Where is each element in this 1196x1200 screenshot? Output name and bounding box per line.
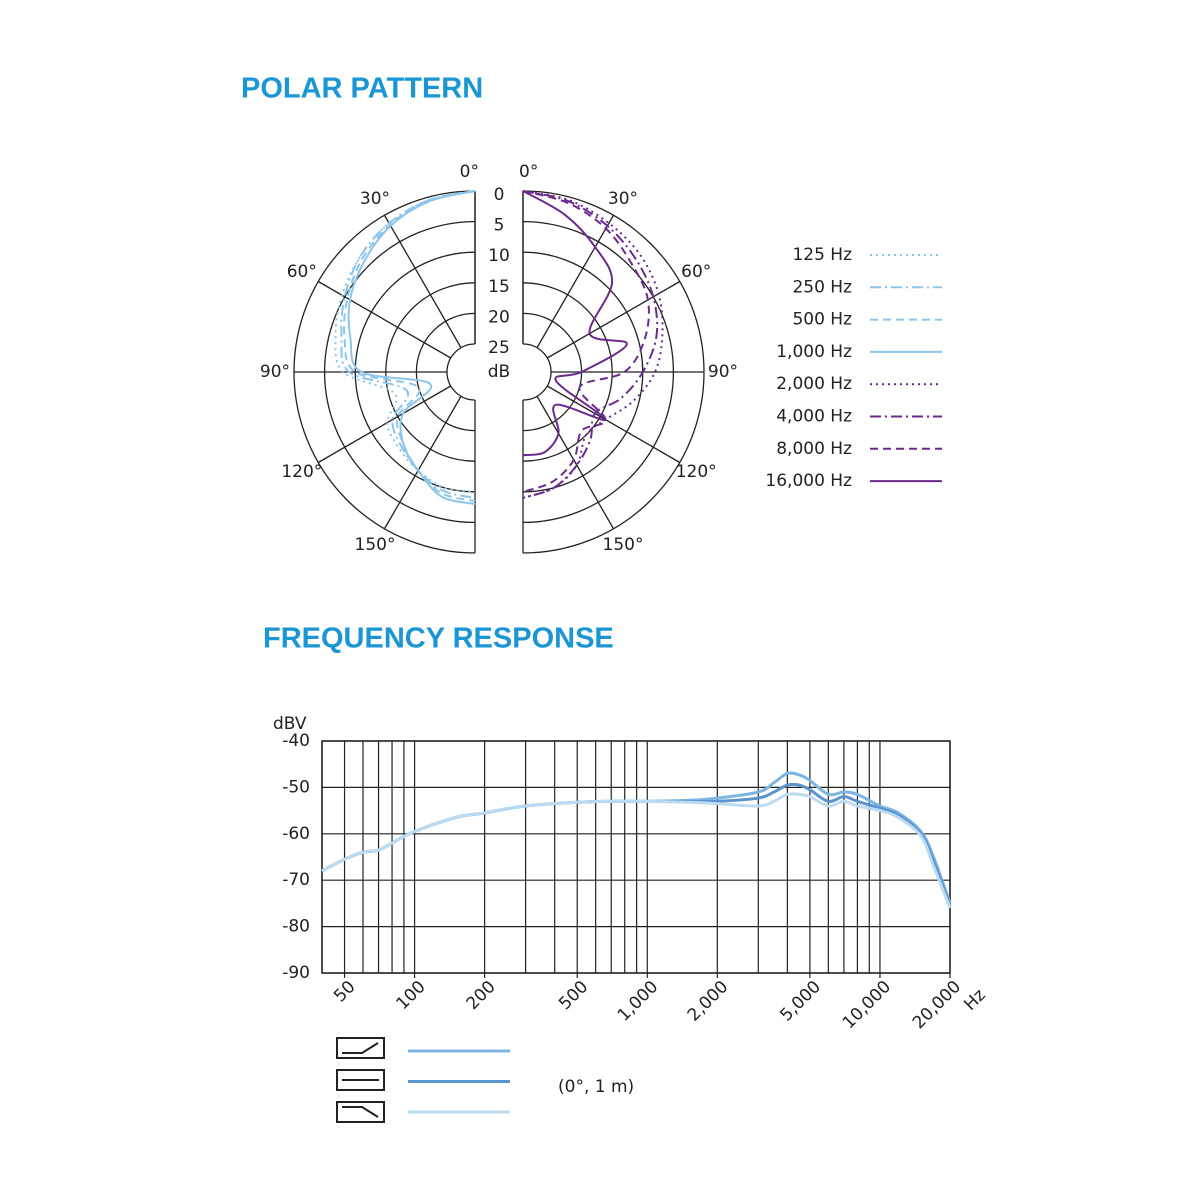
angle-label: 150° bbox=[603, 535, 644, 555]
legend-icons bbox=[336, 1037, 385, 1123]
polar-curve bbox=[342, 190, 476, 502]
polar-curve bbox=[347, 190, 476, 506]
y-tick-label: -70 bbox=[282, 870, 310, 890]
angle-label: 0° bbox=[460, 162, 479, 182]
polar-curve bbox=[334, 190, 476, 493]
plot-frame bbox=[321, 740, 951, 974]
legend-label: 1,000 Hz bbox=[776, 342, 852, 362]
icon bbox=[342, 1042, 379, 1054]
y-tick-label: -50 bbox=[282, 777, 310, 797]
polar-curve bbox=[522, 190, 659, 499]
spoke bbox=[317, 280, 452, 359]
x-tick-label: 5,000 bbox=[776, 977, 825, 1026]
frequency-title: FREQUENCY RESPONSE bbox=[263, 623, 614, 655]
angle-label: 60° bbox=[287, 262, 317, 282]
angle-label: 90° bbox=[260, 362, 290, 382]
x-tick-label: 200 bbox=[463, 977, 500, 1014]
legend-label: 16,000 Hz bbox=[765, 471, 852, 491]
spoke bbox=[383, 395, 462, 530]
angle-label: 30° bbox=[608, 189, 638, 209]
y-tick-label: -90 bbox=[282, 963, 310, 983]
spoke bbox=[546, 385, 681, 464]
response-line bbox=[321, 792, 952, 909]
legend-label: 250 Hz bbox=[792, 277, 852, 297]
polar-curve bbox=[522, 190, 628, 457]
legend-label: 125 Hz bbox=[792, 245, 852, 265]
polar-title: POLAR PATTERN bbox=[241, 73, 483, 105]
spoke bbox=[536, 214, 615, 349]
icon bbox=[336, 1069, 385, 1091]
angle-label: 0° bbox=[519, 162, 538, 182]
angle-label: 120° bbox=[281, 462, 322, 482]
spoke bbox=[317, 385, 452, 464]
x-tick-label: 50 bbox=[330, 977, 359, 1006]
r-tick-label: 10 bbox=[488, 246, 510, 266]
legend-label: 500 Hz bbox=[792, 310, 852, 330]
y-tick-label: -40 bbox=[282, 731, 310, 751]
r-tick-label: 0 bbox=[494, 185, 505, 205]
r-tick-label: 15 bbox=[488, 277, 510, 297]
ring bbox=[446, 343, 476, 401]
spoke bbox=[536, 395, 615, 530]
x-tick-label: 20,000 bbox=[909, 977, 965, 1033]
legend-label: 8,000 Hz bbox=[776, 439, 852, 459]
polar-curve bbox=[522, 190, 650, 493]
polar-curve bbox=[340, 190, 476, 499]
angle-label: 120° bbox=[676, 462, 717, 482]
y-axis-label: dBV bbox=[273, 714, 307, 734]
r-unit: dB bbox=[488, 362, 510, 382]
x-unit: Hz bbox=[960, 985, 990, 1015]
note: (0°, 1 m) bbox=[558, 1077, 634, 1097]
icon bbox=[342, 1106, 379, 1118]
response-line bbox=[321, 771, 952, 904]
x-tick-label: 10,000 bbox=[839, 977, 895, 1033]
legend-label: 2,000 Hz bbox=[776, 374, 852, 394]
x-tick-label: 2,000 bbox=[684, 977, 733, 1026]
angle-label: 150° bbox=[355, 535, 396, 555]
r-tick-label: 25 bbox=[488, 338, 510, 358]
y-tick-label: -60 bbox=[282, 824, 310, 844]
angle-label: 90° bbox=[708, 362, 738, 382]
angle-label: 30° bbox=[360, 189, 390, 209]
r-tick-label: 5 bbox=[494, 216, 505, 236]
angle-label: 60° bbox=[681, 262, 711, 282]
legend-label: 4,000 Hz bbox=[776, 407, 852, 427]
icon bbox=[336, 1101, 385, 1123]
ring bbox=[522, 343, 552, 401]
x-tick-label: 1,000 bbox=[614, 977, 663, 1026]
r-tick-label: 20 bbox=[488, 307, 510, 327]
x-tick-label: 100 bbox=[393, 977, 430, 1014]
spoke bbox=[383, 214, 462, 349]
icon bbox=[336, 1037, 385, 1059]
y-tick-label: -80 bbox=[282, 917, 310, 937]
x-tick-label: 500 bbox=[555, 977, 592, 1014]
